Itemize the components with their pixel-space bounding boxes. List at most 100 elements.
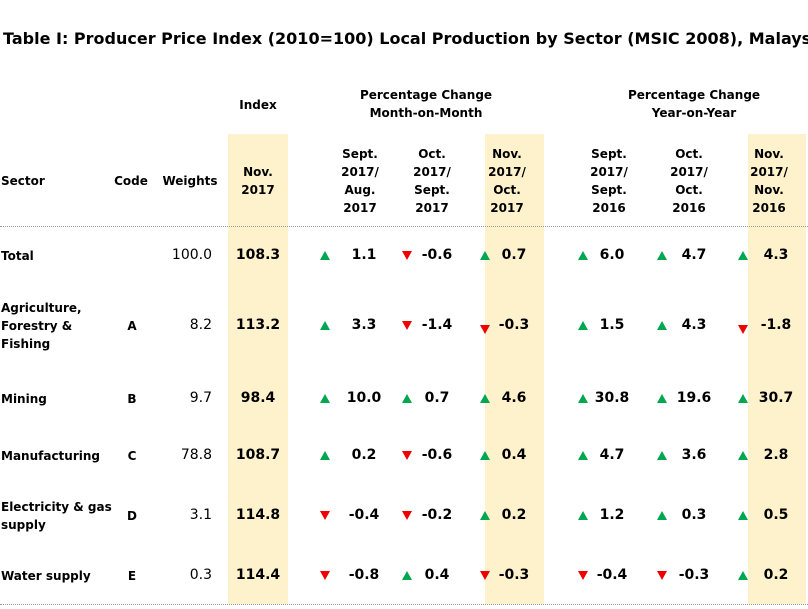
down-arrow-icon	[320, 511, 330, 520]
mom-change: 3.3	[351, 317, 377, 333]
up-arrow-icon	[480, 451, 490, 460]
sector-label: Total	[1, 247, 34, 265]
up-arrow-icon	[320, 321, 330, 330]
mom-change: 0.4	[424, 567, 450, 583]
mom-change: 4.6	[501, 390, 527, 406]
index-value: 108.3	[235, 247, 281, 263]
index-value: 113.2	[235, 317, 281, 333]
sector-label-line: Agriculture,	[1, 301, 82, 315]
mom-change: 1.1	[351, 247, 377, 263]
up-arrow-icon	[657, 251, 667, 260]
mom-oct-sep-header: Oct. 2017/ Sept. 2017	[413, 147, 451, 215]
yoy-change: 19.6	[676, 390, 712, 406]
code-header: Code	[114, 174, 148, 188]
mom-change: -0.3	[498, 317, 530, 333]
yoy-change: 4.3	[763, 247, 789, 263]
up-arrow-icon	[402, 571, 412, 580]
up-arrow-icon	[657, 511, 667, 520]
sector-label: Water supply	[1, 567, 91, 585]
sector-code: D	[127, 509, 137, 523]
yoy-change: 30.7	[758, 390, 794, 406]
mom-change: -0.4	[348, 507, 380, 523]
yoy-oct-oct-header: Oct. 2017/ Oct. 2016	[670, 147, 708, 215]
up-arrow-icon	[578, 321, 588, 330]
index-value: 114.8	[235, 507, 281, 523]
up-arrow-icon	[657, 321, 667, 330]
down-arrow-icon	[480, 325, 490, 334]
mom-change: -0.3	[498, 567, 530, 583]
yoy-change: 4.7	[599, 447, 625, 463]
mom-change: -0.6	[421, 247, 453, 263]
index-column-highlight	[228, 134, 288, 604]
up-arrow-icon	[320, 394, 330, 403]
sector-label: Agriculture, Forestry & Fishing	[1, 299, 82, 353]
yoy-nov-column-highlight	[748, 134, 806, 604]
weight-value: 78.8	[180, 447, 212, 463]
up-arrow-icon	[320, 251, 330, 260]
yoy-change: 1.5	[599, 317, 625, 333]
yoy-change: 0.3	[681, 507, 707, 523]
index-group-header: Index	[239, 98, 277, 112]
down-arrow-icon	[738, 325, 748, 334]
yoy-change: 2.8	[763, 447, 789, 463]
yoy-change: 3.6	[681, 447, 707, 463]
up-arrow-icon	[738, 251, 748, 260]
up-arrow-icon	[657, 394, 667, 403]
down-arrow-icon	[657, 571, 667, 580]
yoy-change: 30.8	[594, 390, 630, 406]
mom-change: -1.4	[421, 317, 453, 333]
weight-value: 9.7	[189, 390, 212, 406]
sector-header: Sector	[1, 174, 45, 188]
mom-nov-column-highlight	[485, 134, 544, 604]
yoy-nov-nov-header: Nov. 2017/ Nov. 2016	[750, 147, 788, 215]
mom-change: 0.4	[501, 447, 527, 463]
down-arrow-icon	[320, 571, 330, 580]
sector-label: Mining	[1, 390, 47, 408]
index-value: 108.7	[235, 447, 281, 463]
sector-code: A	[127, 319, 137, 333]
down-arrow-icon	[402, 321, 412, 330]
sector-label-line: Manufacturing	[1, 449, 100, 463]
yoy-change: 4.7	[681, 247, 707, 263]
up-arrow-icon	[480, 511, 490, 520]
mom-nov-oct-header: Nov. 2017/ Oct. 2017	[488, 147, 526, 215]
index-value: 114.4	[235, 567, 281, 583]
yoy-change: 1.2	[599, 507, 625, 523]
up-arrow-icon	[738, 451, 748, 460]
sector-code: C	[127, 449, 137, 463]
header-divider	[0, 226, 808, 227]
mom-change: -0.8	[348, 567, 380, 583]
yoy-change: 0.5	[763, 507, 789, 523]
table-title: Table I: Producer Price Index (2010=100)…	[3, 29, 808, 48]
sector-label-line: Total	[1, 249, 34, 263]
mom-group-header: Percentage Change Month-on-Month	[359, 88, 493, 120]
weights-header: Weights	[162, 174, 218, 188]
yoy-change: 0.2	[763, 567, 789, 583]
up-arrow-icon	[320, 451, 330, 460]
up-arrow-icon	[657, 451, 667, 460]
down-arrow-icon	[578, 571, 588, 580]
down-arrow-icon	[480, 571, 490, 580]
sector-label-line: Water supply	[1, 569, 91, 583]
sector-code: E	[127, 569, 137, 583]
mom-change: -0.6	[421, 447, 453, 463]
sector-label: Electricity & gas supply	[1, 498, 112, 534]
sector-label-line: Mining	[1, 392, 47, 406]
yoy-change: 4.3	[681, 317, 707, 333]
up-arrow-icon	[480, 251, 490, 260]
mom-change: 0.7	[501, 247, 527, 263]
up-arrow-icon	[578, 511, 588, 520]
up-arrow-icon	[738, 394, 748, 403]
down-arrow-icon	[402, 251, 412, 260]
weight-value: 3.1	[189, 507, 212, 523]
yoy-change: -1.8	[760, 317, 792, 333]
yoy-sep-sep-header: Sept. 2017/ Sept. 2016	[590, 147, 628, 215]
yoy-change: 6.0	[599, 247, 625, 263]
mom-change: 0.2	[351, 447, 377, 463]
weight-value: 0.3	[189, 567, 212, 583]
up-arrow-icon	[578, 251, 588, 260]
weight-value: 8.2	[189, 317, 212, 333]
up-arrow-icon	[578, 451, 588, 460]
mom-change: -0.2	[421, 507, 453, 523]
down-arrow-icon	[402, 451, 412, 460]
